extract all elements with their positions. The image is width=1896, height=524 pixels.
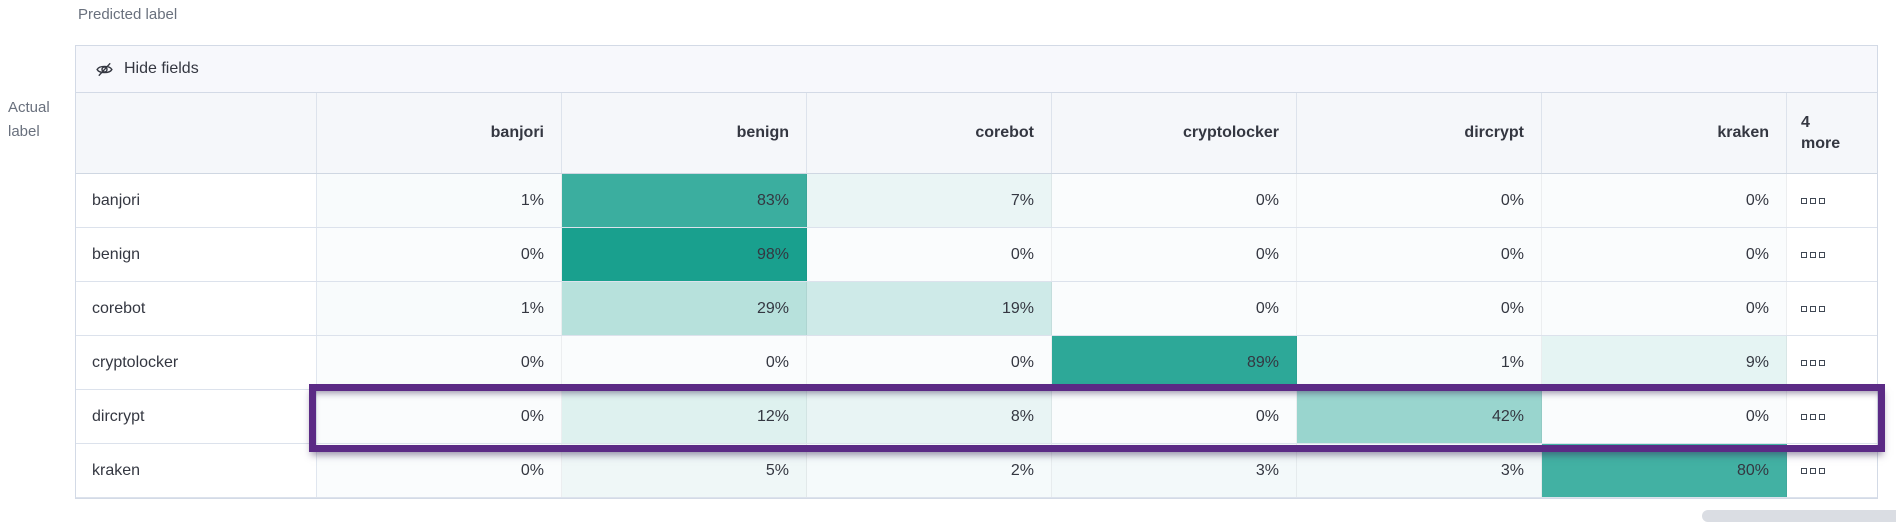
row-actions-button-kraken[interactable] <box>1787 444 1877 497</box>
table-row-dircrypt: dircrypt 0% 12% 8% 0% 42% 0% <box>76 390 1877 444</box>
boxes-horizontal-icon <box>1819 413 1825 420</box>
column-header-cryptolocker[interactable]: cryptolocker <box>1052 93 1297 173</box>
row-label-dircrypt: dircrypt <box>76 390 317 443</box>
cell-banjori-cryptolocker: 0% <box>1052 174 1297 227</box>
boxes-horizontal-icon <box>1801 251 1807 258</box>
cell-kraken-benign: 5% <box>562 444 807 497</box>
boxes-horizontal-icon <box>1819 197 1825 204</box>
cell-corebot-dircrypt: 0% <box>1297 282 1542 335</box>
cell-cryptolocker-corebot: 0% <box>807 336 1052 389</box>
column-header-row: banjori benign corebot cryptolocker dircrypt… <box>76 93 1877 174</box>
cell-kraken-banjori: 0% <box>317 444 562 497</box>
cell-cryptolocker-cryptolocker: 89% <box>1052 336 1297 389</box>
row-label-cryptolocker: cryptolocker <box>76 336 317 389</box>
confusion-matrix-table: Hide fields banjori benign corebot cryptolo… <box>75 45 1878 499</box>
hide-fields-label: Hide fields <box>124 60 199 77</box>
boxes-horizontal-icon <box>1819 467 1825 474</box>
table-row-cryptolocker: cryptolocker 0% 0% 0% 89% 1% 9% <box>76 336 1877 390</box>
column-header-kraken[interactable]: kraken <box>1542 93 1787 173</box>
boxes-horizontal-icon <box>1801 359 1807 366</box>
cell-dircrypt-benign: 12% <box>562 390 807 443</box>
cell-kraken-kraken: 80% <box>1542 444 1787 497</box>
boxes-horizontal-icon <box>1801 467 1807 474</box>
cell-benign-kraken: 0% <box>1542 228 1787 281</box>
cell-kraken-corebot: 2% <box>807 444 1052 497</box>
cell-dircrypt-dircrypt: 42% <box>1297 390 1542 443</box>
row-actions-button-corebot[interactable] <box>1787 282 1877 335</box>
boxes-horizontal-icon <box>1819 251 1825 258</box>
table-row-benign: benign 0% 98% 0% 0% 0% 0% <box>76 228 1877 282</box>
cell-kraken-dircrypt: 3% <box>1297 444 1542 497</box>
row-label-benign: benign <box>76 228 317 281</box>
cell-cryptolocker-kraken: 9% <box>1542 336 1787 389</box>
header-corner-cell <box>76 93 317 173</box>
boxes-horizontal-icon <box>1810 305 1816 312</box>
row-actions-button-dircrypt[interactable] <box>1787 390 1877 443</box>
row-label-kraken: kraken <box>76 444 317 497</box>
boxes-horizontal-icon <box>1819 305 1825 312</box>
cell-benign-benign: 98% <box>562 228 807 281</box>
boxes-horizontal-icon <box>1801 413 1807 420</box>
cell-banjori-dircrypt: 0% <box>1297 174 1542 227</box>
cell-kraken-cryptolocker: 3% <box>1052 444 1297 497</box>
column-header-dircrypt[interactable]: dircrypt <box>1297 93 1542 173</box>
cell-corebot-cryptolocker: 0% <box>1052 282 1297 335</box>
actual-axis-label: Actual label <box>8 99 50 140</box>
row-actions-button-benign[interactable] <box>1787 228 1877 281</box>
grid-toolbar: Hide fields <box>76 46 1877 93</box>
column-header-banjori[interactable]: banjori <box>317 93 562 173</box>
cell-banjori-banjori: 1% <box>317 174 562 227</box>
cell-corebot-benign: 29% <box>562 282 807 335</box>
cell-cryptolocker-dircrypt: 1% <box>1297 336 1542 389</box>
cell-corebot-kraken: 0% <box>1542 282 1787 335</box>
cell-banjori-corebot: 7% <box>807 174 1052 227</box>
table-row-corebot: corebot 1% 29% 19% 0% 0% 0% <box>76 282 1877 336</box>
boxes-horizontal-icon <box>1819 359 1825 366</box>
columns-more-label: 4 more <box>1801 114 1841 152</box>
horizontal-scrollbar-thumb[interactable] <box>1702 510 1896 522</box>
cell-dircrypt-banjori: 0% <box>317 390 562 443</box>
cell-dircrypt-cryptolocker: 0% <box>1052 390 1297 443</box>
cell-benign-dircrypt: 0% <box>1297 228 1542 281</box>
column-header-benign[interactable]: benign <box>562 93 807 173</box>
grid-body: banjori 1% 83% 7% 0% 0% 0% benign 0% 98% 0% 0% 0% 0% c… <box>76 174 1877 498</box>
cell-dircrypt-corebot: 8% <box>807 390 1052 443</box>
cell-benign-banjori: 0% <box>317 228 562 281</box>
boxes-horizontal-icon <box>1801 197 1807 204</box>
cell-cryptolocker-banjori: 0% <box>317 336 562 389</box>
eye-closed-icon <box>95 60 114 79</box>
column-header-corebot[interactable]: corebot <box>807 93 1052 173</box>
row-actions-button-cryptolocker[interactable] <box>1787 336 1877 389</box>
hide-fields-button[interactable]: Hide fields <box>95 60 199 79</box>
boxes-horizontal-icon <box>1810 413 1816 420</box>
cell-benign-corebot: 0% <box>807 228 1052 281</box>
cell-cryptolocker-benign: 0% <box>562 336 807 389</box>
cell-corebot-banjori: 1% <box>317 282 562 335</box>
boxes-horizontal-icon <box>1810 467 1816 474</box>
row-label-banjori: banjori <box>76 174 317 227</box>
table-row-kraken: kraken 0% 5% 2% 3% 3% 80% <box>76 444 1877 498</box>
table-row-banjori: banjori 1% 83% 7% 0% 0% 0% <box>76 174 1877 228</box>
cell-banjori-benign: 83% <box>562 174 807 227</box>
cell-benign-cryptolocker: 0% <box>1052 228 1297 281</box>
boxes-horizontal-icon <box>1810 197 1816 204</box>
boxes-horizontal-icon <box>1810 359 1816 366</box>
boxes-horizontal-icon <box>1801 305 1807 312</box>
row-actions-button-banjori[interactable] <box>1787 174 1877 227</box>
cell-corebot-corebot: 19% <box>807 282 1052 335</box>
boxes-horizontal-icon <box>1810 251 1816 258</box>
predicted-axis-label: Predicted label <box>78 6 178 23</box>
cell-dircrypt-kraken: 0% <box>1542 390 1787 443</box>
row-label-corebot: corebot <box>76 282 317 335</box>
columns-more-header[interactable]: 4 more <box>1787 93 1877 173</box>
cell-banjori-kraken: 0% <box>1542 174 1787 227</box>
